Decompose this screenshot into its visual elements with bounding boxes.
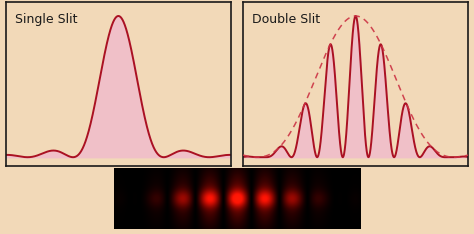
Text: Double Slit: Double Slit [252,13,320,26]
Text: Single Slit: Single Slit [15,13,77,26]
